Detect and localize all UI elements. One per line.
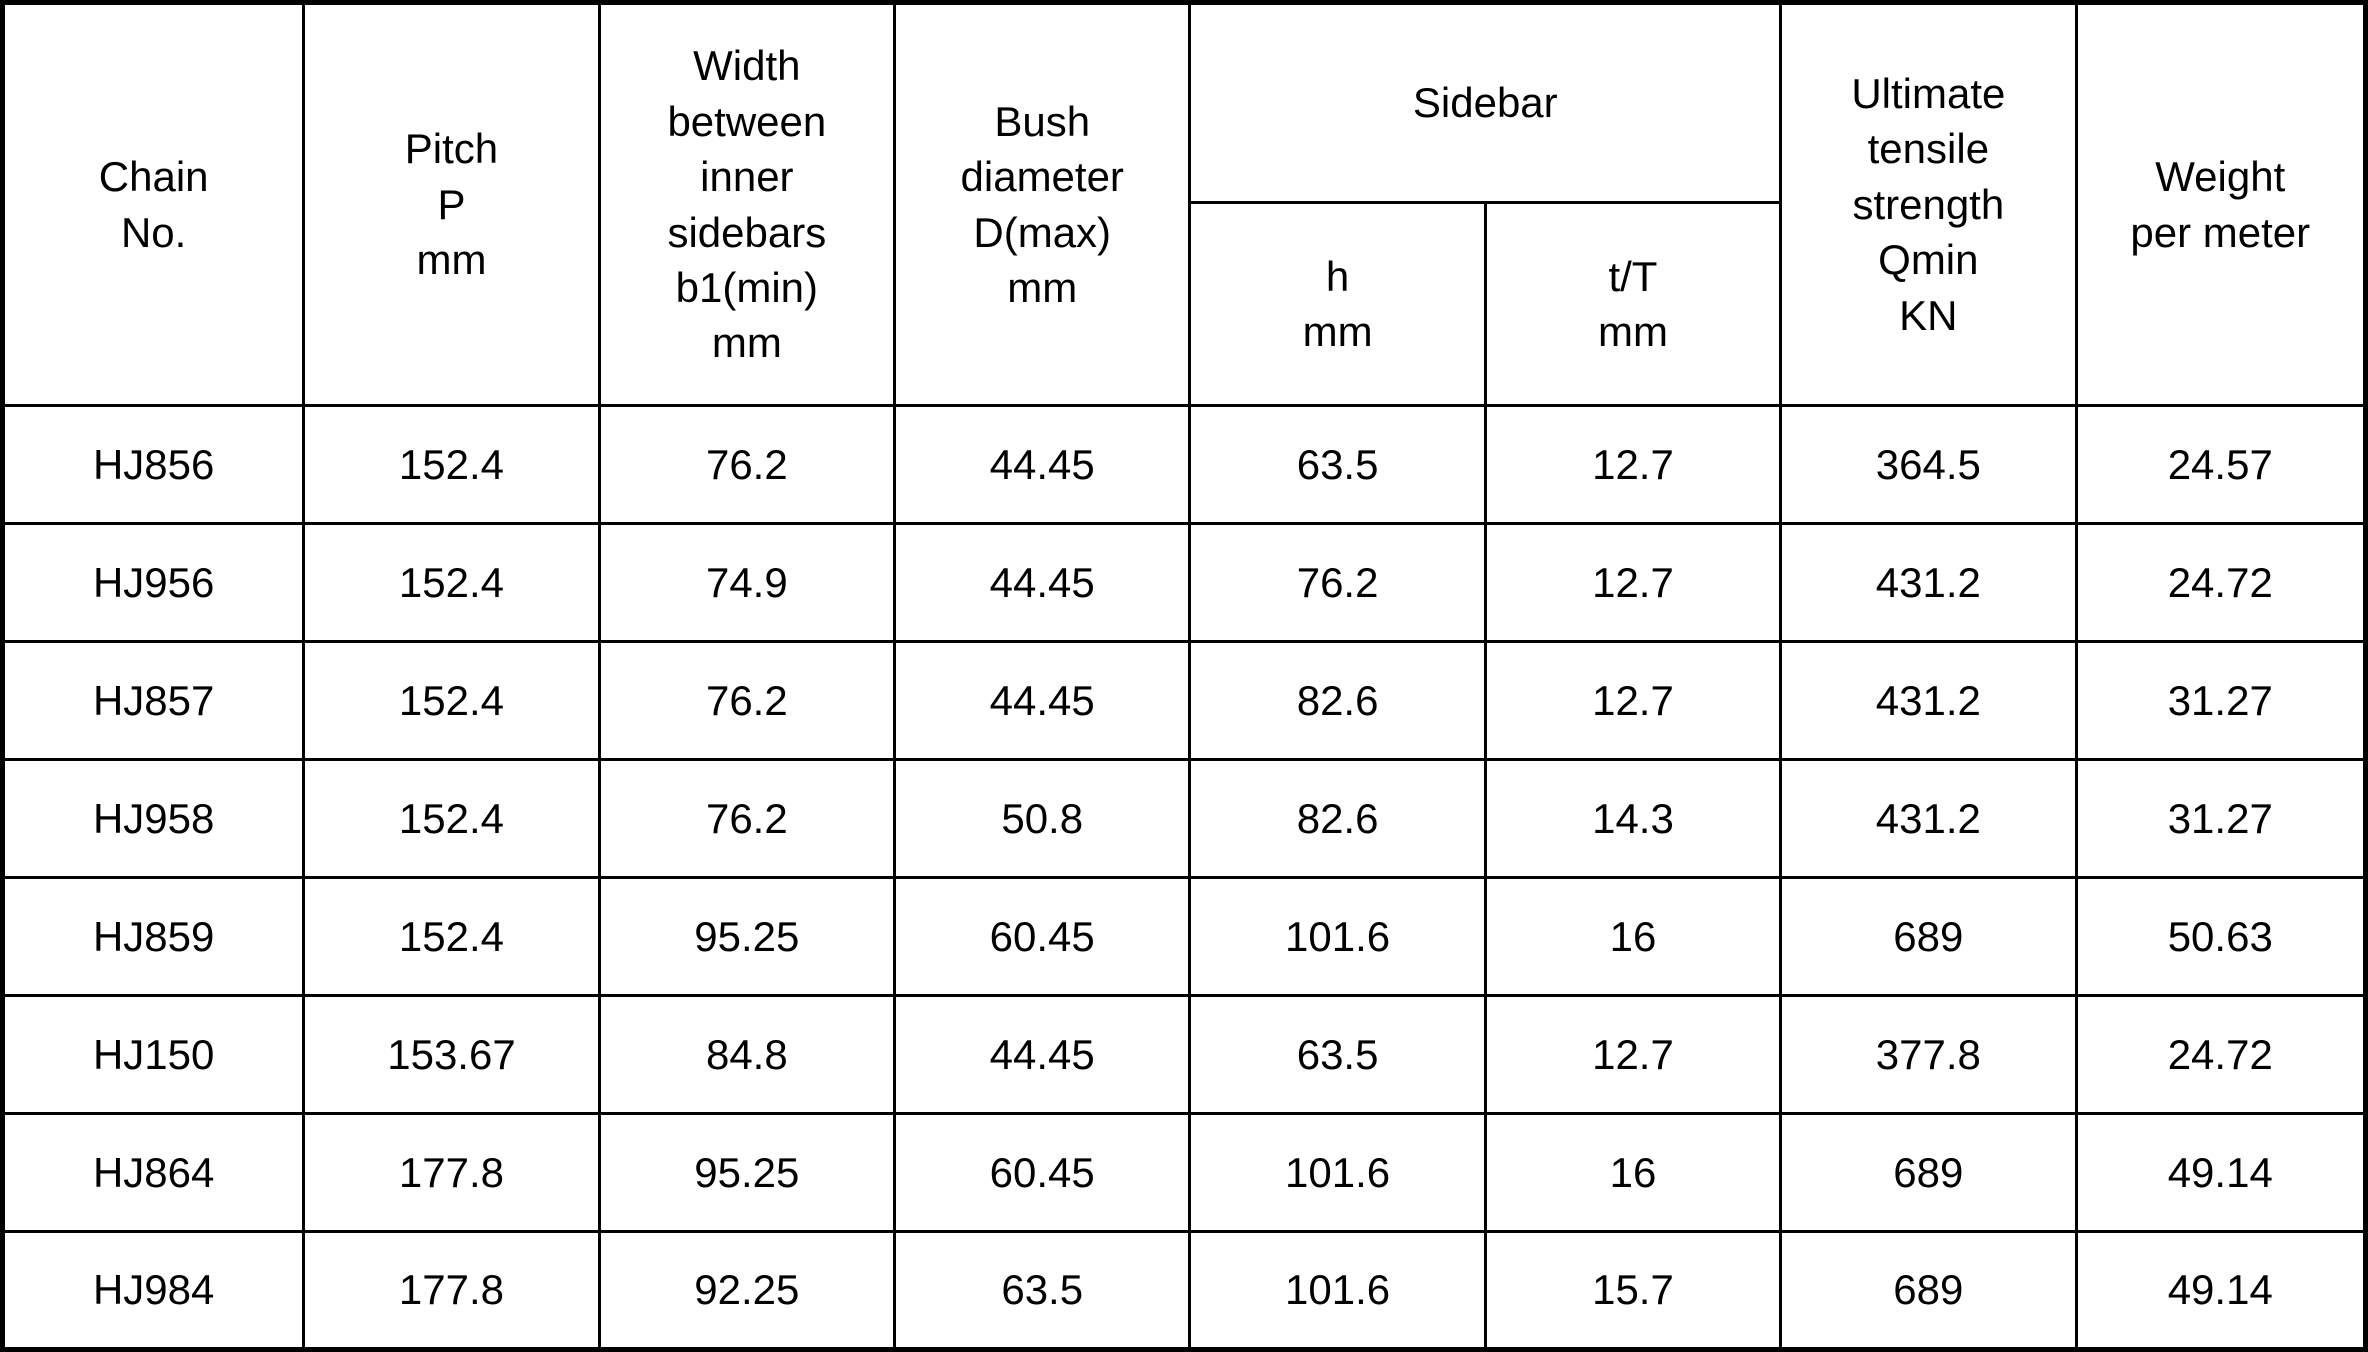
table-cell: 24.72 xyxy=(2074,994,2368,1115)
col-header-weight-per-meter: Weight per meter xyxy=(2074,1,2368,407)
table-row: HJ984 177.8 92.25 63.5 101.6 15.7 689 49.14 xyxy=(0,1230,2368,1351)
table-cell: 44.45 xyxy=(893,994,1192,1115)
col-header-ultimate-tensile-strength: Ultimate tensile strength Qmin KN xyxy=(1779,1,2078,407)
table-cell: 152.4 xyxy=(302,876,601,997)
table-cell: 76.2 xyxy=(597,640,897,761)
table-cell: 177.8 xyxy=(302,1112,601,1233)
table-cell: 60.45 xyxy=(893,1112,1192,1233)
cell-chain-no: HJ956 xyxy=(0,522,306,643)
table-cell: 31.27 xyxy=(2074,758,2368,879)
col-header-sidebar-group: Sidebar xyxy=(1188,1,1783,204)
table-cell: 431.2 xyxy=(1779,640,2078,761)
table-cell: 82.6 xyxy=(1188,640,1487,761)
table-cell: 44.45 xyxy=(893,522,1192,643)
cell-chain-no: HJ859 xyxy=(0,876,306,997)
table-cell: 152.4 xyxy=(302,758,601,879)
table-cell: 95.25 xyxy=(597,876,897,997)
table-cell: 153.67 xyxy=(302,994,601,1115)
table-cell: 14.3 xyxy=(1483,758,1783,879)
table-cell: 76.2 xyxy=(597,404,897,525)
table-cell: 24.57 xyxy=(2074,404,2368,525)
table-row: HJ864 177.8 95.25 60.45 101.6 16 689 49.14 xyxy=(0,1112,2368,1233)
table-cell: 101.6 xyxy=(1188,1112,1487,1233)
table-cell: 377.8 xyxy=(1779,994,2078,1115)
table-cell: 16 xyxy=(1483,1112,1783,1233)
col-header-sidebar-t: t/T mm xyxy=(1483,201,1783,407)
table-cell: 689 xyxy=(1779,1112,2078,1233)
cell-chain-no: HJ984 xyxy=(0,1230,306,1351)
table-cell: 431.2 xyxy=(1779,758,2078,879)
table-cell: 689 xyxy=(1779,1230,2078,1351)
table-cell: 152.4 xyxy=(302,640,601,761)
table-cell: 24.72 xyxy=(2074,522,2368,643)
table-cell: 92.25 xyxy=(597,1230,897,1351)
table-body: HJ856 152.4 76.2 44.45 63.5 12.7 364.5 24.57 HJ9… xyxy=(0,404,2368,1351)
table-cell: 689 xyxy=(1779,876,2078,997)
col-header-pitch: Pitch P mm xyxy=(302,1,601,407)
table-header: Chain No. Pitch P mm Width between inner… xyxy=(0,1,2368,407)
cell-chain-no: HJ150 xyxy=(0,994,306,1115)
table-cell: 31.27 xyxy=(2074,640,2368,761)
header-row-top: Chain No. Pitch P mm Width between inner… xyxy=(0,1,2368,407)
table-cell: 15.7 xyxy=(1483,1230,1783,1351)
table-cell: 12.7 xyxy=(1483,640,1783,761)
table-cell: 12.7 xyxy=(1483,404,1783,525)
table-cell: 49.14 xyxy=(2074,1112,2368,1233)
table-cell: 44.45 xyxy=(893,640,1192,761)
table-cell: 12.7 xyxy=(1483,994,1783,1115)
header-row-sub: h mm t/T mm xyxy=(3,201,2366,407)
table-row: HJ857 152.4 76.2 44.45 82.6 12.7 431.2 31.27 xyxy=(0,640,2368,761)
table-cell: 12.7 xyxy=(1483,522,1783,643)
table-row: HJ859 152.4 95.25 60.45 101.6 16 689 50.63 xyxy=(0,876,2368,997)
col-header-width-between-inner-sidebars: Width between inner sidebars b1(min) mm xyxy=(597,1,897,407)
col-header-chain-no: Chain No. xyxy=(0,1,306,407)
table-cell: 76.2 xyxy=(1188,522,1487,643)
table-cell: 50.63 xyxy=(2074,876,2368,997)
cell-chain-no: HJ857 xyxy=(0,640,306,761)
table-cell: 60.45 xyxy=(893,876,1192,997)
cell-chain-no: HJ958 xyxy=(0,758,306,879)
table-cell: 82.6 xyxy=(1188,758,1487,879)
cell-chain-no: HJ856 xyxy=(0,404,306,525)
table-cell: 16 xyxy=(1483,876,1783,997)
table-cell: 44.45 xyxy=(893,404,1192,525)
table-cell: 50.8 xyxy=(893,758,1192,879)
table-cell: 74.9 xyxy=(597,522,897,643)
col-header-bush-diameter: Bush diameter D(max) mm xyxy=(893,1,1192,407)
table-cell: 431.2 xyxy=(1779,522,2078,643)
table-row: HJ150 153.67 84.8 44.45 63.5 12.7 377.8 24.72 xyxy=(0,994,2368,1115)
table-cell: 63.5 xyxy=(1188,994,1487,1115)
col-header-sidebar-h: h mm xyxy=(1188,201,1487,407)
table-cell: 63.5 xyxy=(893,1230,1192,1351)
table-cell: 76.2 xyxy=(597,758,897,879)
table-row: HJ956 152.4 74.9 44.45 76.2 12.7 431.2 24.72 xyxy=(0,522,2368,643)
table-row: HJ856 152.4 76.2 44.45 63.5 12.7 364.5 24.57 xyxy=(0,404,2368,525)
table-cell: 101.6 xyxy=(1188,876,1487,997)
table-cell: 101.6 xyxy=(1188,1230,1487,1351)
cell-chain-no: HJ864 xyxy=(0,1112,306,1233)
table-row: HJ958 152.4 76.2 50.8 82.6 14.3 431.2 31.27 xyxy=(0,758,2368,879)
table-cell: 152.4 xyxy=(302,522,601,643)
table-cell: 84.8 xyxy=(597,994,897,1115)
table-cell: 49.14 xyxy=(2074,1230,2368,1351)
table-cell: 364.5 xyxy=(1779,404,2078,525)
table-cell: 95.25 xyxy=(597,1112,897,1233)
table-cell: 177.8 xyxy=(302,1230,601,1351)
table-cell: 63.5 xyxy=(1188,404,1487,525)
table-cell: 152.4 xyxy=(302,404,601,525)
